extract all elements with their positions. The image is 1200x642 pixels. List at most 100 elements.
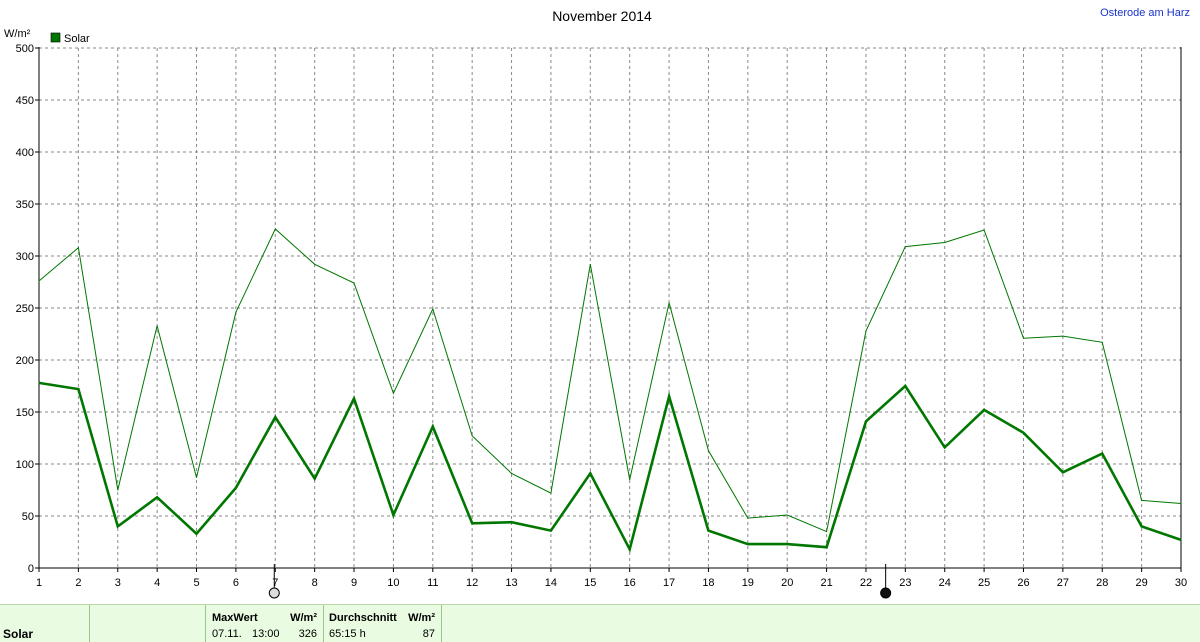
data-point-average bbox=[786, 543, 788, 545]
footer-avg-header: Durchschnitt bbox=[329, 612, 397, 624]
x-tick-label: 9 bbox=[351, 577, 357, 589]
data-point-average bbox=[707, 530, 709, 532]
data-point-max bbox=[77, 247, 79, 249]
data-point-average bbox=[235, 487, 237, 489]
data-point-average bbox=[432, 426, 434, 428]
data-point-max bbox=[156, 325, 158, 327]
data-point-average bbox=[1022, 432, 1024, 434]
data-point-max bbox=[38, 280, 40, 282]
data-point-average bbox=[353, 397, 355, 399]
footer-avg-duration: 65:15 h bbox=[329, 628, 366, 640]
footer-max-cell: MaxWert W/m² 07.11. 13:00 326 bbox=[205, 605, 324, 642]
y-axis-unit: W/m² bbox=[4, 28, 31, 40]
footer-max-header: MaxWert bbox=[212, 612, 258, 624]
data-point-max bbox=[1141, 499, 1143, 501]
series-line-max bbox=[38, 228, 1182, 533]
data-point-max bbox=[511, 472, 513, 474]
new-moon-icon bbox=[880, 587, 892, 599]
data-point-average bbox=[392, 514, 394, 516]
series-line-average bbox=[38, 381, 1182, 553]
data-point-average bbox=[471, 522, 473, 524]
footer-label-cell: Solar bbox=[0, 605, 90, 642]
x-tick-label: 7 bbox=[272, 577, 278, 589]
x-tick-label: 10 bbox=[387, 577, 399, 589]
data-point-average bbox=[38, 382, 40, 384]
moon-markers bbox=[268, 564, 892, 599]
data-point-max bbox=[314, 263, 316, 265]
x-tick-label: 21 bbox=[820, 577, 832, 589]
data-point-average bbox=[1141, 525, 1143, 527]
footer-avg-unit: W/m² bbox=[408, 612, 435, 624]
data-point-average bbox=[511, 521, 513, 523]
data-point-average bbox=[314, 478, 316, 480]
stats-footer: Solar MaxWert W/m² 07.11. 13:00 326 Durc… bbox=[0, 604, 1200, 642]
x-tick-label: 28 bbox=[1096, 577, 1108, 589]
x-tick-label: 15 bbox=[584, 577, 596, 589]
x-tick-label: 4 bbox=[154, 577, 160, 589]
location-link[interactable]: Osterode am Harz bbox=[1100, 7, 1190, 19]
data-point-max bbox=[589, 263, 591, 265]
x-tick-label: 1 bbox=[36, 577, 42, 589]
data-point-max bbox=[274, 228, 276, 230]
x-tick-label: 25 bbox=[978, 577, 990, 589]
footer-avg-cell: Durchschnitt W/m² 65:15 h 87 bbox=[323, 605, 442, 642]
x-tick-label: 2 bbox=[75, 577, 81, 589]
footer-max-time: 13:00 bbox=[252, 628, 280, 640]
x-tick-label: 30 bbox=[1175, 577, 1187, 589]
x-tick-label: 13 bbox=[505, 577, 517, 589]
data-point-max bbox=[1180, 503, 1182, 505]
x-tick-label: 17 bbox=[663, 577, 675, 589]
data-point-max bbox=[196, 477, 198, 479]
data-point-average bbox=[589, 472, 591, 474]
data-point-average bbox=[983, 409, 985, 411]
x-tick-label: 26 bbox=[1017, 577, 1029, 589]
x-tick-label: 11 bbox=[427, 577, 438, 589]
data-point-average bbox=[77, 388, 79, 390]
data-point-max bbox=[550, 492, 552, 494]
y-tick-label: 0 bbox=[28, 563, 34, 575]
data-point-max bbox=[983, 229, 985, 231]
data-point-average bbox=[274, 416, 276, 418]
y-tick-label: 100 bbox=[16, 459, 34, 471]
x-tick-label: 18 bbox=[702, 577, 714, 589]
data-point-average bbox=[668, 395, 670, 397]
data-point-max bbox=[117, 489, 119, 491]
chart-canvas: November 2014 Osterode am Harz W/m² Sola… bbox=[4, 7, 1190, 599]
axes bbox=[35, 47, 1182, 572]
y-tick-label: 400 bbox=[16, 147, 34, 159]
data-point-max bbox=[235, 311, 237, 313]
chart-title: November 2014 bbox=[552, 8, 652, 24]
y-tick-label: 450 bbox=[16, 95, 34, 107]
data-point-average bbox=[550, 530, 552, 532]
y-tick-label: 300 bbox=[16, 251, 34, 263]
data-point-max bbox=[747, 517, 749, 519]
x-tick-label: 23 bbox=[899, 577, 911, 589]
x-tick-label: 16 bbox=[624, 577, 636, 589]
footer-max-unit: W/m² bbox=[290, 612, 317, 624]
x-tick-label: 5 bbox=[193, 577, 199, 589]
data-point-max bbox=[1022, 337, 1024, 339]
x-tick-label: 24 bbox=[939, 577, 951, 589]
data-point-max bbox=[432, 308, 434, 310]
data-point-average bbox=[944, 446, 946, 448]
y-tick-label: 200 bbox=[16, 355, 34, 367]
x-tick-label: 3 bbox=[115, 577, 121, 589]
data-point-average bbox=[747, 543, 749, 545]
data-point-average bbox=[196, 533, 198, 535]
y-tick-label: 350 bbox=[16, 199, 34, 211]
data-point-average bbox=[117, 525, 119, 527]
footer-max-date: 07.11. bbox=[212, 628, 242, 640]
x-tick-label: 20 bbox=[781, 577, 793, 589]
legend-swatch bbox=[50, 32, 61, 43]
data-point-average bbox=[1180, 539, 1182, 541]
data-point-max bbox=[668, 302, 670, 304]
data-point-max bbox=[904, 246, 906, 248]
data-point-max bbox=[471, 435, 473, 437]
data-point-max bbox=[865, 330, 867, 332]
data-point-average bbox=[1062, 471, 1064, 473]
x-tick-label: 22 bbox=[860, 577, 872, 589]
data-point-max bbox=[1062, 335, 1064, 337]
x-tick-label: 8 bbox=[312, 577, 318, 589]
y-tick-label: 150 bbox=[16, 407, 34, 419]
y-tick-label: 50 bbox=[22, 511, 34, 523]
